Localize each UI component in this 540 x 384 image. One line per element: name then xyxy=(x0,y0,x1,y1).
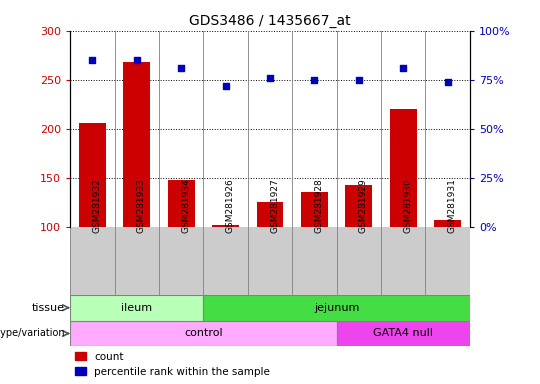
Text: GSM281927: GSM281927 xyxy=(270,178,279,233)
Text: jejunum: jejunum xyxy=(314,303,359,313)
Bar xyxy=(204,295,470,321)
Text: genotype/variation: genotype/variation xyxy=(0,328,65,338)
Bar xyxy=(212,225,239,227)
Point xyxy=(399,65,408,71)
Bar xyxy=(390,109,416,227)
Text: GSM281928: GSM281928 xyxy=(314,178,323,233)
Point xyxy=(310,77,319,83)
Bar xyxy=(124,62,150,227)
Bar xyxy=(168,180,194,227)
Bar xyxy=(256,202,284,227)
Text: GSM281926: GSM281926 xyxy=(226,178,234,233)
Bar xyxy=(434,220,461,227)
Legend: count, percentile rank within the sample: count, percentile rank within the sample xyxy=(76,352,270,377)
Bar xyxy=(346,185,372,227)
Text: tissue: tissue xyxy=(32,303,65,313)
Bar xyxy=(336,321,470,346)
Point xyxy=(354,77,363,83)
Point xyxy=(177,65,186,71)
Text: control: control xyxy=(184,328,222,338)
Point xyxy=(443,79,452,85)
Point xyxy=(266,75,274,81)
Point xyxy=(132,57,141,63)
Point xyxy=(88,57,97,63)
Bar xyxy=(301,192,328,227)
Text: GSM281929: GSM281929 xyxy=(359,178,368,233)
Bar xyxy=(79,123,106,227)
Text: GSM281933: GSM281933 xyxy=(137,178,146,233)
Text: GATA4 null: GATA4 null xyxy=(373,328,433,338)
Bar xyxy=(70,295,204,321)
Text: GSM281932: GSM281932 xyxy=(92,178,102,233)
Title: GDS3486 / 1435667_at: GDS3486 / 1435667_at xyxy=(189,14,351,28)
Text: GSM281930: GSM281930 xyxy=(403,178,412,233)
Text: GSM281931: GSM281931 xyxy=(448,178,457,233)
Text: ileum: ileum xyxy=(122,303,152,313)
Text: GSM281934: GSM281934 xyxy=(181,178,190,233)
Point xyxy=(221,83,230,89)
Bar xyxy=(70,321,336,346)
